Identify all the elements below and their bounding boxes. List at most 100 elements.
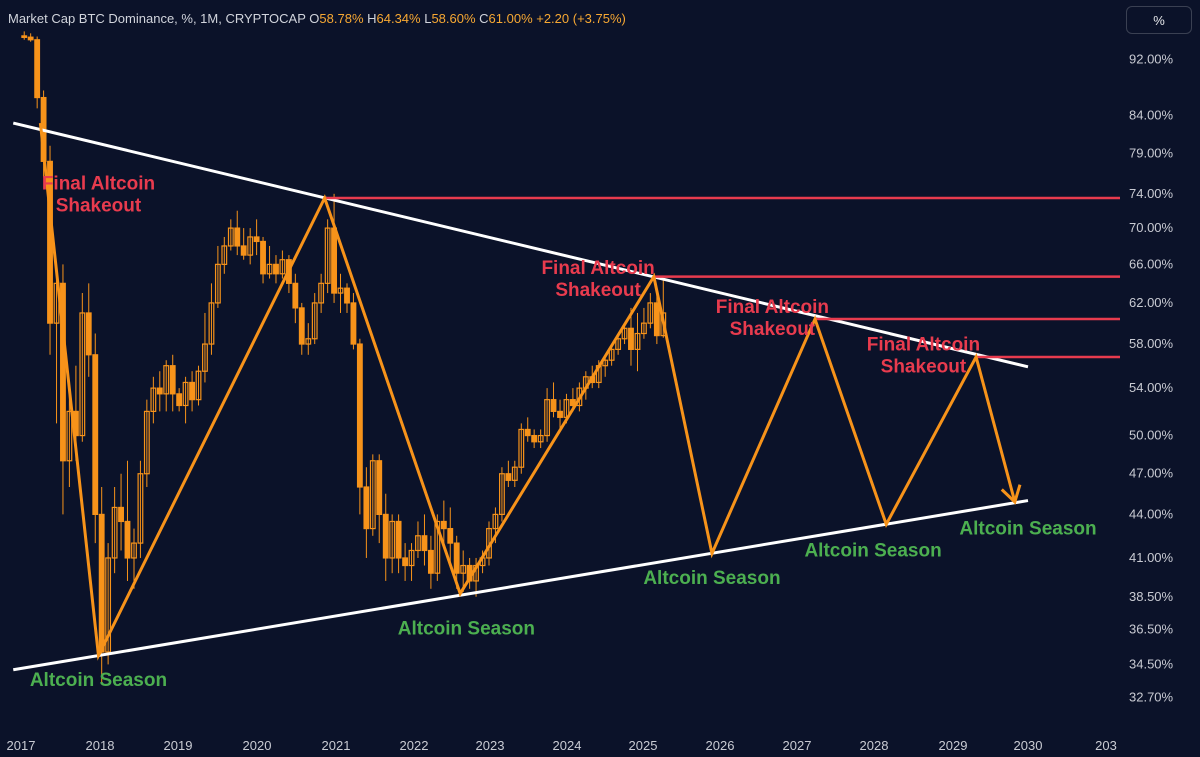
candle-58 [395,514,402,574]
candle-77 [518,423,525,474]
ohlc-value-h: 64.34% [377,11,422,26]
candle-74 [499,467,505,522]
zigzag-arrowhead [1000,484,1022,505]
x-tick-label: 2026 [706,738,735,753]
candle-27 [195,365,202,406]
x-tick-label: 2028 [860,738,889,753]
ohlc-value-o: 58.78% [319,11,364,26]
candle-42 [292,273,299,324]
y-tick-label: 38.50% [1129,589,1174,604]
time-axis[interactable]: 2017 2018 2019 2020 2021 2022 2023 2024 2025 2026… [7,738,1117,753]
candle-82 [550,382,557,418]
annotations-layer: Final Altcoin Shakeout Final Altcoin Shakeo… [30,174,1097,692]
symbol-label[interactable]: Market Cap BTC Dominance, %, 1M, CRYPTOC… [8,11,309,26]
candle-54 [369,454,376,536]
chart-legend-header: Market Cap BTC Dominance, %, 1M, CRYPTOC… [8,11,626,26]
y-tick-label: 50.00% [1129,428,1174,443]
altcoin-season-label-7: Altcoin Season [804,540,941,561]
y-tick-label: 47.00% [1129,466,1174,481]
x-tick-label: 203 [1095,738,1117,753]
candle-23 [169,354,176,412]
y-tick-label: 36.50% [1129,622,1174,637]
lower-trendline [13,499,1029,672]
y-tick-label: 79.00% [1129,145,1174,160]
candle-57 [389,514,396,574]
candle-47 [324,219,331,294]
candle-40 [279,250,286,279]
candle-17 [131,528,137,589]
y-tick-label: 70.00% [1129,220,1174,235]
candle-7 [66,388,73,487]
candle-61 [415,521,421,558]
candle-55 [376,454,383,544]
candle-9 [79,293,86,442]
candle-43 [298,302,305,355]
candle-79 [531,429,538,449]
candle-28 [202,312,208,383]
candle-31 [221,236,228,274]
candle-25 [182,376,189,424]
x-tick-label: 2021 [322,738,351,753]
candle-63 [427,535,434,589]
y-tick-label: 34.50% [1129,656,1174,671]
x-tick-label: 2018 [86,738,115,753]
ohlc-key-o: O [309,11,319,26]
ohlc-value-l: 58.60% [431,11,476,26]
y-tick-label: 32.70% [1129,689,1174,704]
upper-trendline [12,121,1029,369]
candle-45 [311,293,318,345]
y-tick-label: 41.00% [1129,550,1174,565]
candle-11 [92,333,99,544]
candle-96 [640,307,647,339]
candle-30 [214,245,221,308]
candle-34 [240,228,247,260]
candle-62 [421,514,428,566]
candle-1 [27,33,34,42]
candle-94 [628,307,634,366]
ohlc-value-c: 61.00% [489,11,534,26]
candle-76 [511,460,518,487]
y-tick-label: 66.00% [1129,256,1174,271]
y-tick-label: 54.00% [1129,380,1174,395]
shakeout-label-0: Final Altcoin Shakeout [42,174,155,217]
x-tick-label: 2029 [939,738,968,753]
candle-80 [537,429,544,449]
y-tick-label: 92.00% [1129,52,1174,67]
candle-29 [208,283,215,355]
candle-59 [402,543,409,581]
shakeout-label-1: Final Altcoin Shakeout [541,258,654,301]
candle-15 [118,473,124,551]
candle-81 [544,388,551,442]
candle-66 [447,507,454,566]
candle-39 [273,255,279,284]
price-axis[interactable]: 92.00% 84.00% 79.00% 74.00% 70.00% 66.00% 62.0… [1129,52,1174,705]
candle-95 [634,312,641,372]
candle-24 [176,388,183,412]
candle-83 [557,399,563,430]
unit-toggle-button[interactable]: % [1126,6,1192,34]
x-tick-label: 2023 [476,738,505,753]
candle-65 [440,500,447,544]
ohlc-key-h: H [364,11,377,26]
altcoin-season-label-5: Altcoin Season [398,619,535,640]
ohlc-key-l: L [421,11,432,26]
candle-33 [234,210,241,256]
candle-75 [505,460,512,487]
altcoin-season-label-6: Altcoin Season [643,568,780,589]
y-tick-label: 62.00% [1129,295,1174,310]
candle-52 [356,338,363,515]
y-tick-label: 58.00% [1129,336,1174,351]
ohlc-key-c: C [476,11,489,26]
candle-60 [408,543,415,581]
candle-18 [137,460,144,558]
candle-13 [105,543,112,665]
candle-50 [344,283,350,313]
altcoin-season-label-8: Altcoin Season [959,518,1096,539]
candle-20 [150,376,157,424]
candle-51 [350,293,357,350]
candle-21 [156,371,163,412]
x-tick-label: 2019 [164,738,193,753]
